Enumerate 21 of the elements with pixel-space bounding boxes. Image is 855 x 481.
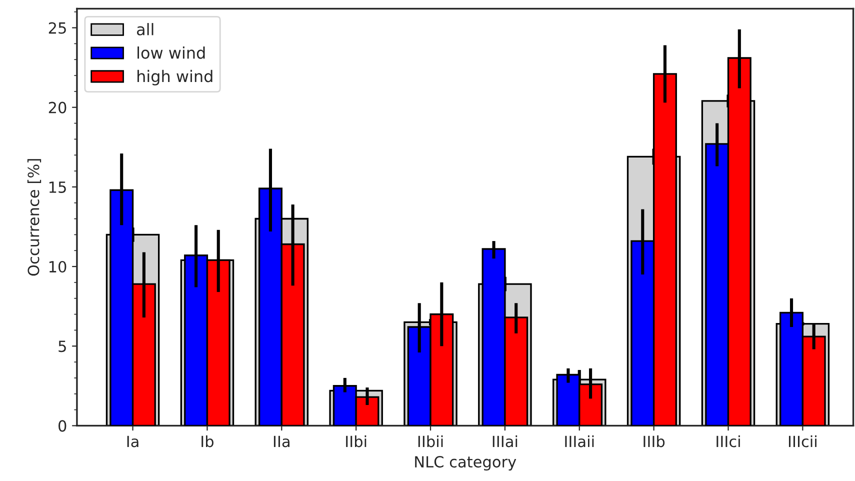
x-tick-label: Ia <box>127 436 138 448</box>
y-axis-title: Occurrence [%] <box>27 159 42 276</box>
y-tick-label: 0 <box>58 420 66 432</box>
x-tick-label: IIIcii <box>788 435 816 448</box>
x-axis-title: NLC category <box>415 456 516 471</box>
x-tick-label: IIIci <box>716 435 740 448</box>
y-tick-label: 10 <box>49 260 66 273</box>
x-tick-label: Ib <box>202 435 214 448</box>
x-tick-label: IIbii <box>418 435 443 448</box>
x-tick-label: IIIaii <box>565 435 594 448</box>
y-tick-label: 25 <box>48 22 66 34</box>
legend-label: low wind <box>138 46 205 59</box>
x-tick-label: IIbi <box>346 435 366 448</box>
y-tick-label: 5 <box>58 340 66 352</box>
x-tick-label: IIa <box>274 436 290 448</box>
y-tick-label: 15 <box>49 182 66 193</box>
legend-label: high wind <box>137 70 212 86</box>
x-tick-label: IIIai <box>492 435 518 448</box>
y-tick-label: 20 <box>48 102 66 114</box>
x-tick-label: IIIb <box>644 435 665 448</box>
legend-label: all <box>137 23 154 36</box>
